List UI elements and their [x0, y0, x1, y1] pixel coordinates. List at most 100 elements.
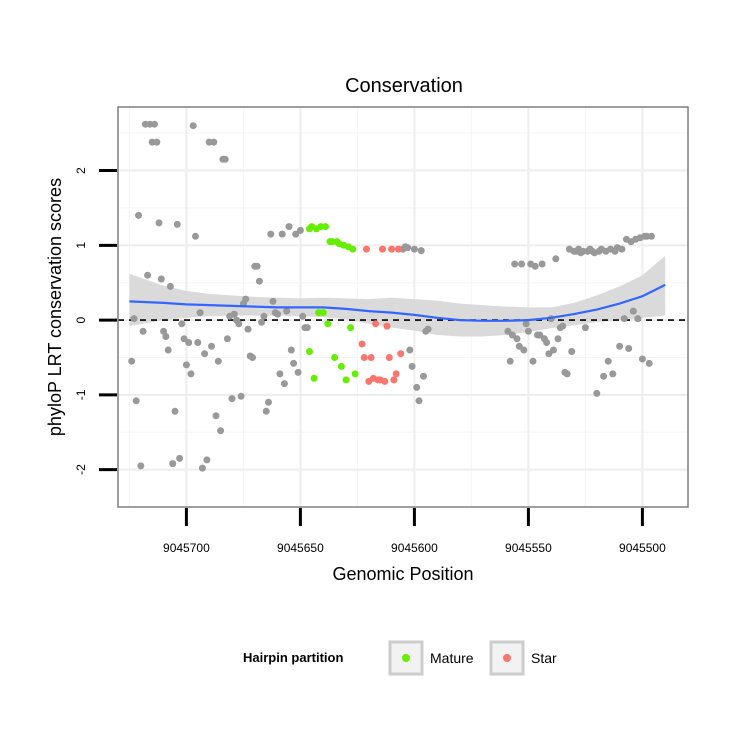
data-point-mature	[351, 370, 359, 378]
data-point-other	[568, 348, 576, 355]
data-point-other	[629, 307, 637, 315]
legend-label-star: Star	[531, 650, 557, 666]
data-point-other	[563, 370, 571, 378]
plot-panel	[117, 106, 689, 508]
data-point-other	[408, 362, 416, 370]
data-point-star	[381, 377, 389, 385]
chart-title: Conservation	[345, 75, 463, 97]
y-axis: -2 -1 0 1 2	[74, 167, 117, 475]
data-point-other	[648, 232, 655, 240]
data-point-other	[169, 460, 177, 468]
x-tick-label: 9045650	[277, 541, 324, 555]
data-point-other	[212, 412, 220, 420]
data-point-mature	[342, 376, 350, 384]
data-point-other	[518, 260, 526, 268]
data-point-other	[552, 255, 560, 263]
data-point-other	[604, 357, 612, 365]
data-point-other	[287, 346, 295, 354]
data-point-other	[278, 230, 286, 238]
data-point-other	[208, 342, 215, 350]
data-point-other	[176, 454, 184, 462]
legend: Hairpin partition Mature Star	[243, 640, 557, 676]
data-point-other	[506, 357, 514, 365]
data-point-other	[285, 223, 293, 231]
data-point-mature	[319, 309, 327, 317]
scatter-points	[128, 120, 655, 472]
y-axis-title: phyloP LRT conservation scores	[45, 178, 65, 436]
data-point-other	[128, 357, 136, 365]
data-point-other	[404, 244, 412, 252]
legend-entry-mature: Mature	[388, 640, 474, 676]
data-point-mature	[306, 348, 313, 355]
data-point-other	[166, 282, 174, 290]
x-tick-label: 9045500	[619, 541, 666, 555]
data-point-other	[214, 357, 222, 365]
data-point-mature	[310, 374, 318, 382]
data-point-other	[269, 297, 277, 305]
data-point-other	[634, 315, 642, 323]
y-tick-label: 2	[74, 167, 88, 174]
data-point-other	[135, 211, 142, 219]
data-point-other	[255, 277, 263, 285]
data-point-other	[253, 262, 261, 270]
data-point-other	[137, 462, 145, 470]
data-point-other	[132, 397, 140, 405]
data-point-other	[210, 138, 218, 146]
data-point-other	[413, 383, 421, 391]
data-point-other	[520, 346, 528, 354]
legend-dot-star	[503, 654, 511, 662]
data-point-other	[283, 307, 291, 315]
data-point-other	[155, 219, 163, 227]
data-point-other	[538, 260, 546, 268]
data-point-star	[379, 245, 386, 253]
data-point-other	[531, 262, 539, 270]
data-point-other	[157, 275, 165, 283]
data-point-other	[593, 389, 601, 397]
data-point-other	[151, 120, 158, 128]
data-point-other	[242, 295, 250, 303]
data-point-other	[189, 122, 197, 130]
data-point-other	[203, 456, 211, 464]
legend-dot-mature	[402, 654, 410, 662]
x-tick-label: 9045550	[505, 541, 552, 555]
data-point-other	[645, 359, 653, 367]
x-tick-label: 9045700	[163, 541, 210, 555]
data-point-other	[185, 339, 193, 346]
data-point-other	[267, 230, 275, 238]
legend-label-mature: Mature	[430, 650, 474, 666]
y-tick-label: 0	[74, 316, 88, 323]
data-point-mature	[324, 320, 332, 328]
data-point-mature	[349, 245, 357, 253]
data-point-other	[420, 372, 427, 380]
data-point-other	[616, 342, 624, 350]
data-point-other	[410, 245, 418, 253]
data-point-other	[543, 339, 551, 346]
data-point-other	[276, 370, 284, 378]
data-point-other	[201, 350, 209, 358]
data-point-other	[524, 327, 532, 335]
data-point-star	[363, 245, 370, 253]
data-point-mature	[347, 324, 355, 332]
data-point-star	[372, 320, 380, 328]
data-point-other	[536, 331, 544, 339]
x-tick-label: 9045600	[391, 541, 438, 555]
data-point-other	[559, 322, 567, 330]
data-point-other	[294, 368, 302, 376]
data-point-other	[406, 346, 414, 354]
data-point-star	[383, 322, 391, 330]
data-point-other	[625, 345, 633, 352]
legend-title: Hairpin partition	[243, 650, 343, 665]
data-point-other	[265, 398, 272, 406]
data-point-other	[244, 325, 252, 333]
data-point-other	[262, 407, 270, 415]
data-point-mature	[331, 354, 339, 361]
data-point-other	[600, 372, 608, 380]
data-point-other	[417, 247, 425, 255]
data-point-other	[153, 138, 161, 146]
data-point-other	[280, 380, 288, 388]
data-point-other	[164, 346, 172, 354]
data-point-star	[385, 354, 393, 361]
data-point-other	[550, 346, 557, 354]
data-point-other	[296, 226, 304, 234]
data-point-other	[638, 355, 646, 363]
